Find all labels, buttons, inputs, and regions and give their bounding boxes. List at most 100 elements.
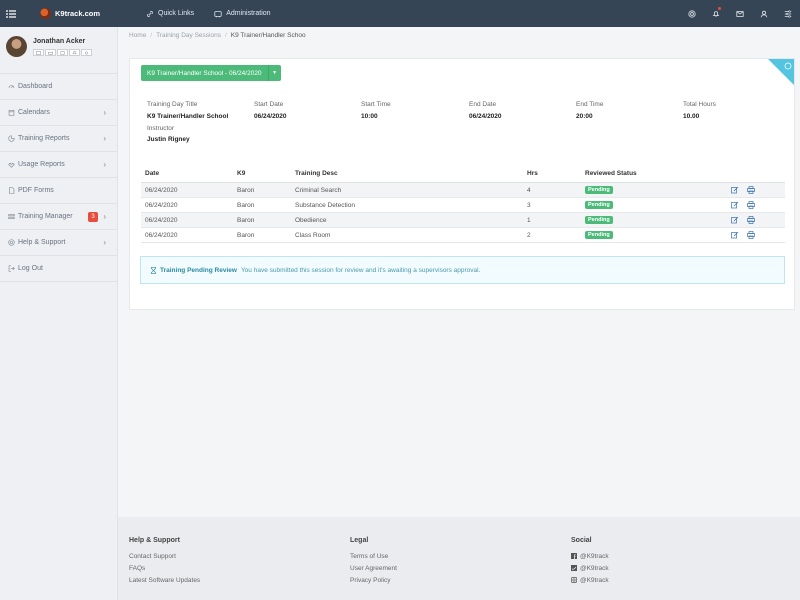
main-content: Home / Training Day Sessions / K9 Traine… (118, 27, 800, 600)
session-select-label: K9 Trainer/Handler School - 06/24/2020 (147, 69, 262, 77)
edit-icon[interactable] (731, 186, 739, 194)
breadcrumb-current: K9 Trainer/Handler Schoo (230, 32, 306, 39)
field-value: 10:00 (361, 113, 378, 120)
caret-down-icon[interactable]: ▼ (267, 65, 281, 81)
info-corner-icon[interactable] (784, 62, 792, 70)
sidebar-item-help-support[interactable]: Help & Support › (0, 230, 117, 256)
logout-icon (8, 265, 15, 272)
profile-power-button[interactable] (81, 49, 92, 56)
k9-logo-icon (40, 8, 51, 19)
cell-k9: Baron (237, 231, 255, 239)
footer-link-instagram[interactable]: @K9track (571, 574, 609, 586)
edit-icon[interactable] (731, 216, 739, 224)
column-header-desc[interactable]: Training Desc (295, 170, 338, 177)
facebook-icon (571, 553, 577, 559)
print-icon[interactable] (747, 201, 755, 209)
footer-link-twitter[interactable]: @K9track (571, 562, 609, 574)
cell-date: 06/24/2020 (145, 216, 178, 224)
avatar[interactable] (6, 36, 27, 57)
sidebar-item-training-reports[interactable]: Training Reports › (0, 126, 117, 152)
sidebar-item-usage-reports[interactable]: Usage Reports › (0, 152, 117, 178)
print-icon[interactable] (747, 216, 755, 224)
cell-hrs: 4 (527, 186, 531, 194)
training-table: Date K9 Training Desc Hrs Reviewed Statu… (141, 165, 785, 243)
profile-print-button[interactable] (45, 49, 56, 56)
column-header-date[interactable]: Date (145, 170, 160, 177)
footer-link-privacy[interactable]: Privacy Policy (350, 576, 391, 584)
bell-icon (712, 10, 720, 17)
sidebar: Jonathan Acker Dashboard Calendars › Tra… (0, 27, 118, 600)
cell-hrs: 2 (527, 231, 531, 239)
sidebar-item-dashboard[interactable]: Dashboard (0, 74, 117, 100)
cell-desc: Obedience (295, 216, 327, 224)
pending-review-alert: Training Pending Review You have submitt… (140, 256, 785, 284)
footer-link-user-agreement[interactable]: User Agreement (350, 564, 397, 572)
sidebar-item-label: PDF Forms (18, 187, 54, 194)
field-label: Start Date (254, 101, 284, 108)
field-label: Start Time (361, 101, 391, 108)
breadcrumb-sessions[interactable]: Training Day Sessions (156, 32, 221, 39)
footer-legal-column: Legal Terms of Use User Agreement Privac… (350, 537, 397, 586)
social-handle: @K9track (580, 552, 609, 560)
field-total-hours: Total Hours 10.00 (683, 101, 716, 120)
hourglass-icon (151, 266, 156, 274)
brand-logo-link[interactable]: K9track.com (40, 8, 126, 19)
table-row: 06/24/2020 Baron Obedience 1 Pending (141, 213, 785, 228)
sidebar-item-label: Help & Support (18, 239, 66, 246)
sidebar-item-label: Usage Reports (18, 161, 65, 168)
user-icon (760, 10, 768, 17)
sidebar-item-log-out[interactable]: Log Out (0, 256, 117, 282)
footer-link-contact-support[interactable]: Contact Support (129, 552, 176, 560)
column-header-k9[interactable]: K9 (237, 170, 246, 177)
field-label: Total Hours (683, 101, 716, 108)
administration-menu[interactable]: Administration (214, 10, 271, 18)
sidebar-menu: Dashboard Calendars › Training Reports ›… (0, 73, 117, 282)
social-handle: @K9track (580, 576, 609, 584)
print-icon[interactable] (747, 186, 755, 194)
edit-icon[interactable] (731, 231, 739, 239)
brand-name: K9track.com (55, 9, 101, 18)
print-icon[interactable] (747, 231, 755, 239)
cell-k9: Baron (237, 186, 255, 194)
sidebar-item-pdf-forms[interactable]: PDF Forms (0, 178, 117, 204)
status-badge: Pending (585, 186, 613, 194)
cell-hrs: 3 (527, 201, 531, 209)
profile-mail-button[interactable] (33, 49, 44, 56)
footer-link-facebook[interactable]: @K9track (571, 550, 609, 562)
table-row: 06/24/2020 Baron Substance Detection 3 P… (141, 198, 785, 213)
cell-date: 06/24/2020 (145, 231, 178, 239)
profile-calendar-button[interactable] (57, 49, 68, 56)
sidebar-toggle-button[interactable] (0, 0, 22, 27)
lifebuoy-icon (688, 9, 696, 18)
user-menu-button[interactable] (752, 0, 776, 27)
field-end-time: End Time 20:00 (576, 101, 603, 120)
administration-icon (214, 10, 222, 17)
user-profile: Jonathan Acker (0, 27, 117, 71)
field-end-date: End Date 06/24/2020 (469, 101, 502, 120)
help-button[interactable] (680, 0, 704, 27)
edit-icon[interactable] (731, 201, 739, 209)
session-select-button[interactable]: K9 Trainer/Handler School - 06/24/2020 ▼ (141, 65, 281, 81)
manager-icon (8, 214, 15, 219)
sidebar-item-training-manager[interactable]: Training Manager 3 › (0, 204, 117, 230)
footer-link-faqs[interactable]: FAQs (129, 564, 146, 572)
breadcrumb-home[interactable]: Home (129, 32, 147, 39)
footer-link-terms[interactable]: Terms of Use (350, 552, 389, 560)
sidebar-item-label: Training Manager (18, 213, 73, 220)
column-header-status[interactable]: Reviewed Status (585, 170, 637, 177)
sidebar-item-calendars[interactable]: Calendars › (0, 100, 117, 126)
quick-links-menu[interactable]: Quick Links (146, 10, 194, 18)
messages-button[interactable] (728, 0, 752, 27)
field-training-day-title: Training Day Title K9 Trainer/Handler Sc… (147, 101, 228, 120)
sidebar-item-label: Dashboard (18, 83, 53, 90)
field-start-date: Start Date 06/24/2020 (254, 101, 287, 120)
sidebar-item-label: Training Reports (18, 135, 70, 142)
notifications-button[interactable] (704, 0, 728, 27)
social-handle: @K9track (580, 564, 609, 572)
footer-link-software-updates[interactable]: Latest Software Updates (129, 576, 201, 584)
gauge-icon (8, 85, 15, 89)
field-start-time: Start Time 10:00 (361, 101, 391, 120)
column-header-hrs[interactable]: Hrs (527, 170, 538, 177)
settings-button[interactable] (776, 0, 800, 27)
profile-bell-button[interactable] (69, 49, 80, 56)
